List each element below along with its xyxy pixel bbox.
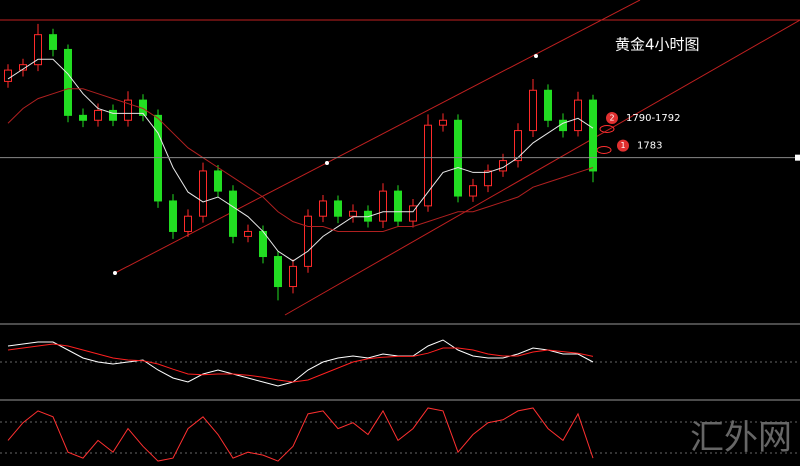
- macd-line: [7, 343, 594, 383]
- moving-average: [7, 88, 594, 232]
- level-badge-text: 1: [620, 141, 625, 150]
- candle-body: [169, 200, 177, 232]
- annotation-badge: [606, 112, 618, 124]
- moving-average: [7, 58, 594, 262]
- candle-body: [214, 170, 222, 192]
- candle-body: [469, 185, 477, 197]
- candle-body: [589, 99, 597, 172]
- candle-body: [64, 48, 72, 116]
- candle-body: [514, 130, 522, 162]
- candle-body: [289, 265, 297, 288]
- candle-body: [484, 170, 492, 187]
- candle-body: [184, 215, 192, 232]
- level-badge: [617, 139, 629, 152]
- candle-body: [334, 200, 342, 217]
- candle-body: [349, 210, 357, 217]
- candle-body: [109, 109, 117, 121]
- candle-body: [274, 256, 282, 288]
- candle-body: [49, 34, 57, 50]
- candle-body: [124, 99, 132, 121]
- candle-body: [424, 124, 432, 207]
- candle-body: [559, 119, 567, 132]
- candle-body: [529, 89, 537, 132]
- anchor-dot: [325, 161, 329, 165]
- candle-body: [304, 215, 312, 267]
- channel-bottom: [284, 19, 800, 316]
- candle-body: [319, 200, 327, 217]
- level-label: 1783: [637, 141, 662, 152]
- watermark: 汇外网: [690, 418, 792, 458]
- chart-title: 黄金4小时图: [615, 36, 700, 54]
- candle-body: [244, 230, 252, 237]
- annotation-badge-text: 2: [609, 114, 614, 123]
- highlight: [599, 125, 615, 133]
- anchor-dot: [534, 54, 538, 58]
- candle-body: [34, 34, 42, 66]
- candle-body: [439, 119, 447, 126]
- candle-body: [409, 205, 417, 222]
- anchor-dot: [113, 271, 117, 275]
- candle-body: [4, 69, 12, 82]
- candle-body: [574, 99, 582, 132]
- candle-body: [394, 190, 402, 222]
- candle-body: [379, 190, 387, 222]
- macd-line: [7, 339, 594, 387]
- level-tag: [795, 154, 800, 161]
- annotation-label: 1790-1792: [626, 113, 681, 124]
- candle-body: [94, 109, 102, 121]
- candle-body: [199, 170, 207, 217]
- channel-top: [114, 0, 641, 274]
- stochastic-line: [7, 407, 594, 462]
- candle-body: [544, 89, 552, 121]
- candle-body: [229, 190, 237, 237]
- candle-body: [79, 114, 87, 121]
